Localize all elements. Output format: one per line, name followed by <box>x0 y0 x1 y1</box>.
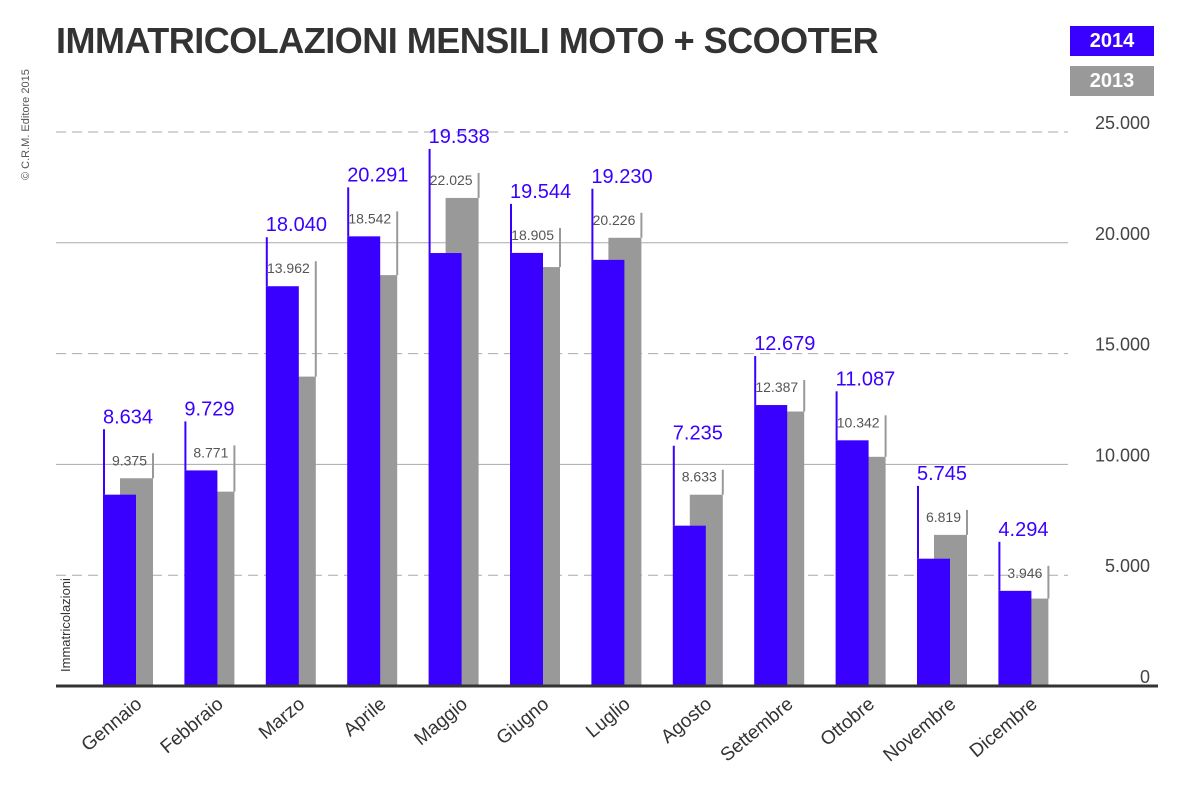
x-tick-label: Luglio <box>582 694 634 743</box>
legend-item-2014: 2014 <box>1070 26 1154 56</box>
data-label-2014: 5.745 <box>917 463 967 485</box>
data-label-2014: 11.087 <box>836 368 896 390</box>
data-label-2013: 6.819 <box>926 509 961 525</box>
data-label-2013: 18.542 <box>348 210 391 226</box>
x-tick-label: Ottobre <box>817 694 879 751</box>
x-tick-label: Gennaio <box>78 694 147 756</box>
bar-2014-febbraio <box>184 470 218 686</box>
x-tick-label: Aprile <box>340 694 391 741</box>
x-tick-label: Maggio <box>411 694 472 750</box>
bar-2014-dicembre <box>998 590 1032 686</box>
data-label-2014: 12.679 <box>754 333 815 355</box>
data-label-2014: 7.235 <box>673 423 723 445</box>
y-tick-label: 5.000 <box>1105 556 1150 576</box>
data-label-2013: 18.905 <box>511 227 554 243</box>
data-label-2014: 19.538 <box>429 126 490 148</box>
x-tick-label: Novembre <box>880 694 961 766</box>
bar-2014-ottobre <box>835 440 869 686</box>
x-tick-label: Settembre <box>717 694 798 766</box>
label-layer: 8.634 9.375 9.729 8.771 18.040 13.962 20.291 18… <box>103 126 1050 599</box>
data-label-2013: 9.375 <box>112 452 147 468</box>
data-label-2014: 8.634 <box>103 406 153 428</box>
bar-2014-giugno <box>510 252 543 686</box>
bar-layer <box>103 197 1049 687</box>
y-axis-label: Immatricolazioni <box>58 578 73 672</box>
data-label-2014: 19.544 <box>510 181 571 203</box>
data-label-2013: 3.946 <box>1007 565 1042 581</box>
bar-2014-luglio <box>591 259 625 686</box>
x-tick-label: Febbraio <box>157 694 228 758</box>
y-tick-label: 20.000 <box>1095 224 1150 244</box>
x-tick-label: Giugno <box>493 694 553 749</box>
y-tick-label: 10.000 <box>1095 445 1150 465</box>
data-label-2013: 10.342 <box>837 414 880 430</box>
x-tick-label: Marzo <box>255 694 309 744</box>
data-label-2014: 4.294 <box>998 519 1048 541</box>
data-label-2013: 13.962 <box>267 260 310 276</box>
bar-2014-marzo <box>265 286 299 686</box>
bar-2014-aprile <box>347 236 381 686</box>
x-tick-label: Dicembre <box>966 694 1042 762</box>
data-label-2014: 18.040 <box>266 214 327 236</box>
y-tick-label: 0 <box>1140 667 1150 687</box>
data-label-2013: 8.771 <box>193 444 228 460</box>
data-label-2014: 9.729 <box>184 398 234 420</box>
bar-2014-maggio <box>428 253 462 687</box>
bar-2014-gennaio <box>103 494 136 686</box>
data-label-2013: 22.025 <box>430 172 473 188</box>
x-tick-label: Agosto <box>657 694 716 748</box>
bar-2014-novembre <box>917 558 950 686</box>
bar-2014-agosto <box>672 525 706 686</box>
bar-2014-settembre <box>754 405 788 686</box>
data-label-2013: 12.387 <box>755 379 798 395</box>
data-label-2013: 20.226 <box>593 212 636 228</box>
data-label-2013: 8.633 <box>682 469 717 485</box>
y-tick-label: 25.000 <box>1095 113 1150 133</box>
data-label-2014: 19.230 <box>591 166 652 188</box>
chart-title: IMMATRICOLAZIONI MENSILI MOTO + SCOOTER <box>56 20 879 61</box>
data-label-2014: 20.291 <box>347 164 408 186</box>
y-tick-label: 15.000 <box>1095 335 1150 355</box>
legend-item-2013: 2013 <box>1070 66 1154 96</box>
